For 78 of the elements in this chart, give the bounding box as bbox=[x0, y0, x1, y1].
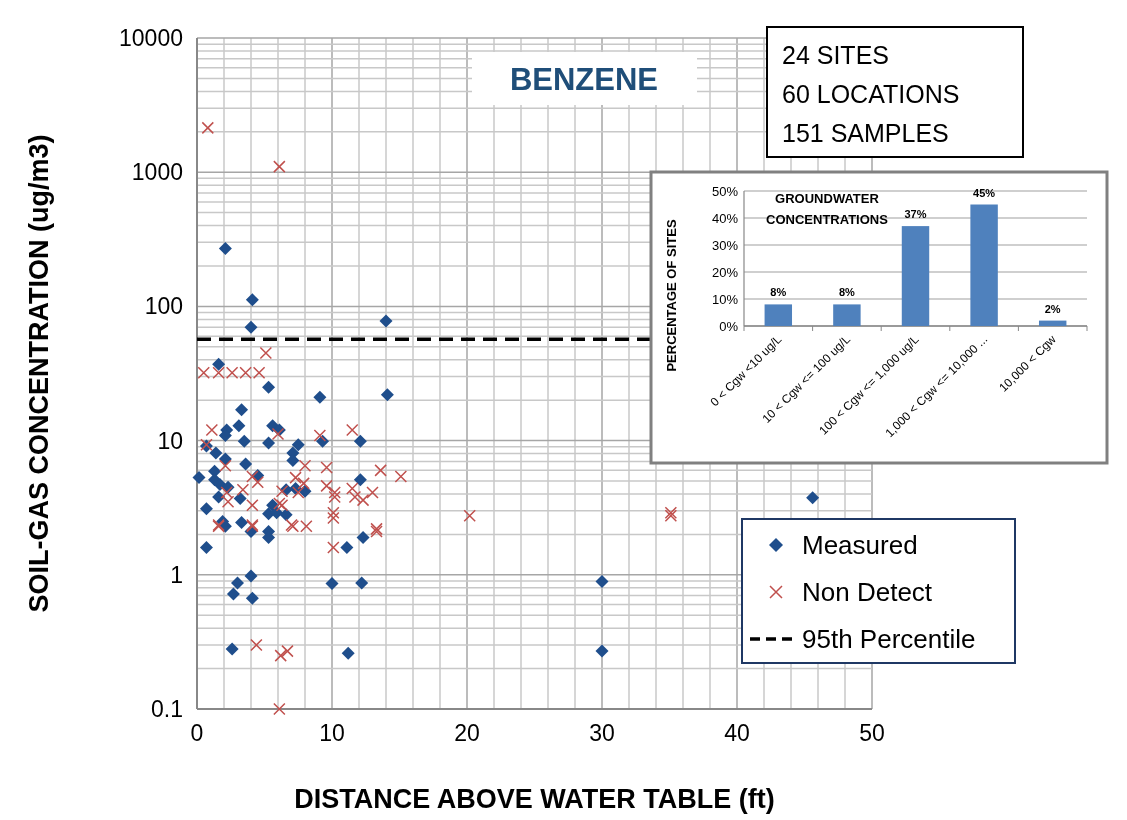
point bbox=[275, 484, 289, 498]
point bbox=[327, 506, 340, 519]
y-axis-title: SOIL-GAS CONCENTRATION (ug/m3) bbox=[24, 134, 54, 613]
bar bbox=[970, 204, 998, 326]
point bbox=[374, 464, 387, 477]
point bbox=[297, 477, 310, 490]
point bbox=[292, 486, 305, 499]
bar bbox=[1038, 320, 1067, 326]
point bbox=[348, 490, 362, 504]
data-label: 8% bbox=[770, 286, 787, 299]
x-tick-label: 50 bbox=[859, 720, 885, 746]
legend-label: Non Detect bbox=[802, 577, 933, 607]
bar bbox=[764, 304, 793, 326]
point bbox=[346, 482, 359, 495]
y-tick-label: 10% bbox=[711, 291, 739, 307]
legend-label: Measured bbox=[802, 530, 918, 560]
text: GROUNDWATER CONCENTRATIONS bbox=[766, 191, 889, 227]
point bbox=[346, 423, 359, 437]
annotation: 151 SAMPLES bbox=[782, 119, 949, 147]
point bbox=[201, 121, 215, 135]
point bbox=[246, 498, 259, 512]
x-tick-label: 20 bbox=[454, 720, 480, 746]
point bbox=[320, 461, 333, 474]
y-tick-label: 10000 bbox=[119, 25, 183, 51]
point bbox=[463, 509, 476, 523]
bar bbox=[833, 304, 861, 326]
bar bbox=[901, 226, 930, 326]
point bbox=[197, 366, 210, 380]
x-tick-label: 10 bbox=[319, 720, 345, 746]
point bbox=[289, 471, 302, 484]
point bbox=[271, 427, 285, 441]
point bbox=[328, 486, 341, 499]
y-tick-label: 0.1 bbox=[151, 696, 183, 722]
y-axis-title: PERCENTAGE OF SITES bbox=[664, 219, 679, 372]
y-tick-label: 50% bbox=[711, 183, 739, 199]
annotation: BENZENE bbox=[509, 62, 659, 97]
annotation: 60 LOCATIONS bbox=[782, 80, 960, 108]
point bbox=[281, 644, 294, 658]
point bbox=[356, 493, 370, 507]
point bbox=[246, 470, 259, 483]
data-label: 45% bbox=[973, 186, 996, 199]
y-tick-label: 30% bbox=[711, 237, 739, 253]
point bbox=[313, 429, 327, 442]
point bbox=[320, 479, 333, 493]
x-axis-title: DISTANCE ABOVE WATER TABLE (ft) bbox=[294, 784, 775, 814]
point bbox=[327, 541, 340, 554]
point bbox=[664, 506, 678, 519]
point bbox=[327, 511, 340, 525]
point bbox=[259, 346, 273, 360]
point bbox=[664, 509, 678, 523]
point bbox=[273, 160, 286, 173]
point bbox=[220, 486, 233, 499]
point bbox=[328, 490, 341, 504]
point bbox=[366, 486, 379, 499]
legend-label: 95th Percentile bbox=[802, 624, 976, 654]
x-tick-label: 0 bbox=[190, 720, 204, 746]
y-tick-label: 20% bbox=[711, 264, 739, 280]
x-tick-label: 30 bbox=[589, 720, 615, 746]
y-tick-label: 40% bbox=[711, 210, 739, 226]
point bbox=[298, 459, 312, 472]
data-label: 37% bbox=[904, 208, 927, 221]
point bbox=[274, 649, 287, 662]
point bbox=[250, 638, 263, 652]
point bbox=[236, 483, 250, 497]
point bbox=[251, 475, 264, 489]
point bbox=[219, 459, 232, 472]
data-label: 8% bbox=[838, 286, 856, 299]
y-tick-label: 1000 bbox=[131, 159, 183, 186]
data-label: 2% bbox=[1044, 302, 1061, 315]
annotation: 24 SITES bbox=[782, 41, 889, 69]
y-tick-label: 100 bbox=[144, 293, 183, 320]
x-tick-label: 40 bbox=[724, 720, 750, 746]
point bbox=[394, 470, 408, 483]
point bbox=[273, 702, 286, 716]
y-tick-label: 0% bbox=[719, 318, 739, 334]
point bbox=[221, 495, 235, 509]
y-tick-label: 1 bbox=[170, 561, 183, 588]
point bbox=[205, 423, 219, 437]
